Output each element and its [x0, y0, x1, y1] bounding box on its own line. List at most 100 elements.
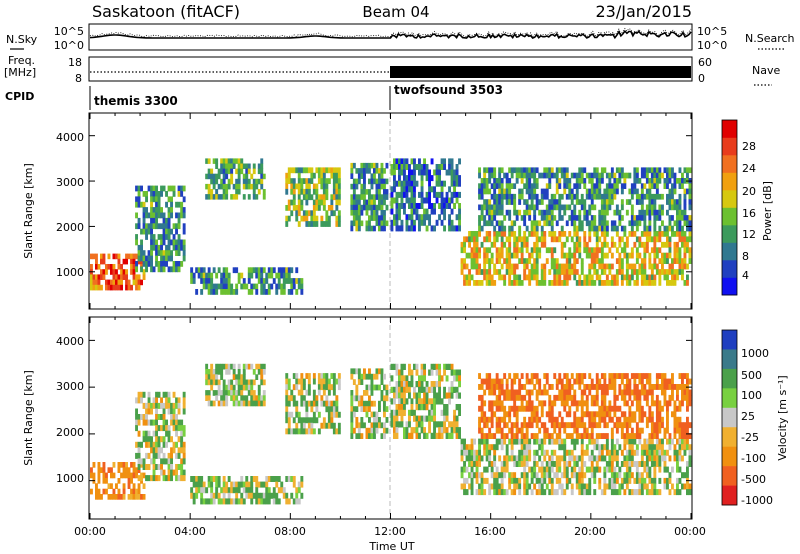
power-cell-early-arc — [170, 255, 173, 262]
power-cell-early-arc — [182, 244, 186, 251]
power-cell-early-arc — [167, 255, 171, 262]
power-cell-mid-high-1 — [255, 183, 259, 190]
velocity-cell-dawn-high — [500, 400, 504, 407]
velocity-cell-early-dayside — [142, 472, 146, 479]
power-cell-mid-high-1 — [257, 189, 261, 195]
power-cell-dawn-band — [515, 280, 519, 286]
velocity-cell-dawn-band — [613, 449, 617, 456]
power-cell-dawn-band — [671, 263, 674, 270]
velocity-cell-dawn-high — [478, 422, 481, 429]
velocity-cell-dawn-high — [681, 378, 684, 385]
power-cell-dawn-high — [493, 209, 497, 216]
velocity-cell-post-midnight — [398, 392, 401, 399]
velocity-cell-dawn-high — [530, 405, 534, 412]
velocity-cell-dawn-high — [515, 416, 519, 423]
power-cell-dawn-high — [681, 209, 684, 216]
velocity-cell-dawn-band — [543, 489, 547, 496]
power-cell-dawn-high — [605, 183, 609, 189]
power-cell-post-midnight — [408, 186, 411, 193]
power-cell-early-dayside — [117, 258, 121, 265]
power-cell-dawn-high — [671, 199, 674, 205]
velocity-cell-dawn-band — [643, 461, 647, 467]
velocity-cell-early-arc — [177, 436, 181, 443]
velocity-cell-dawn-high — [628, 422, 632, 429]
velocity-cell-mid-band — [292, 476, 296, 482]
power-cell-mid-high-1 — [232, 158, 236, 164]
power-cell-early-arc — [140, 255, 143, 262]
power-cell-early-arc — [167, 217, 171, 224]
velocity-cell-pre-midnight — [355, 368, 359, 375]
power-cell-dawn-band — [610, 280, 614, 286]
velocity-cell-pre-midnight — [355, 422, 359, 429]
velocity-cell-pre-midnight — [370, 433, 374, 439]
velocity-cell-dawn-high — [570, 384, 574, 390]
power-cell-mid-high-2 — [297, 205, 301, 211]
power-cell-mid-high-1 — [260, 168, 264, 175]
velocity-cell-mid-high-2 — [285, 373, 289, 379]
power-cell-post-midnight — [443, 158, 446, 165]
power-cell-dawn-high — [615, 178, 619, 184]
velocity-cell-early-arc — [150, 475, 153, 482]
velocity-cell-dawn-band — [580, 438, 584, 445]
power-cell-dawn-high — [495, 183, 499, 189]
power-cell-mid-high-1 — [260, 163, 264, 169]
power-cell-post-midnight — [450, 197, 454, 204]
velocity-cell-dawn-high — [570, 433, 574, 439]
velocity-cell-post-midnight — [423, 432, 426, 439]
power-cell-mid-band — [225, 278, 229, 284]
power-cell-dawn-high — [588, 204, 592, 211]
velocity-cell-early-arc — [165, 475, 168, 482]
power-cell-dawn-band — [640, 263, 644, 270]
power-cell-post-midnight — [418, 169, 421, 176]
velocity-cell-early-arc — [165, 441, 168, 448]
power-cell-dawn-band — [565, 236, 569, 243]
power-cell-post-midnight — [435, 197, 439, 204]
velocity-cell-dawn-band — [623, 477, 627, 484]
power-cell-post-midnight — [398, 203, 401, 209]
velocity-cell-dawn-band — [610, 444, 614, 451]
power-cell-post-midnight — [448, 158, 451, 165]
power-cell-mid-band — [210, 283, 214, 290]
power-cell-dawn-band — [676, 269, 679, 275]
power-cell-early-arc — [167, 223, 171, 230]
velocity-cell-dawn-band — [538, 483, 542, 490]
power-cell-early-arc — [165, 223, 168, 230]
power-cell-early-dayside — [102, 274, 106, 280]
power-cell-mid-band — [225, 267, 229, 274]
velocity-cell-dawn-band — [470, 477, 474, 484]
xtick-2400: 00:00 — [674, 525, 706, 538]
velocity-cell-early-arc — [135, 419, 138, 426]
velocity-cell-dawn-band — [488, 455, 492, 462]
velocity-cell-dawn-band — [625, 438, 629, 445]
power-cell-dawn-high — [545, 220, 549, 227]
power-cell-pre-midnight — [360, 194, 364, 200]
power-cell-post-midnight — [428, 169, 431, 176]
velocity-cell-early-arc — [157, 475, 161, 482]
power-cell-dawn-high — [545, 167, 549, 174]
power-cell-post-midnight — [425, 225, 429, 232]
velocity-cell-dawn-band — [661, 444, 664, 451]
velocity-cell-dawn-band — [666, 438, 669, 445]
power-cell-dawn-high — [578, 215, 582, 221]
power-cell-mid-band — [280, 289, 284, 295]
power-cell-dawn-high — [498, 199, 502, 205]
power-cell-dawn-band — [678, 252, 682, 259]
power-cell-dawn-band — [485, 252, 489, 259]
velocity-cell-dawn-high — [688, 389, 692, 396]
power-cell-dawn-high — [485, 183, 489, 189]
power-cell-dawn-high — [653, 183, 657, 189]
power-cell-early-dayside — [132, 258, 136, 265]
power-cell-post-midnight — [420, 219, 424, 226]
velocity-cell-pre-midnight — [385, 384, 389, 391]
power-cell-dawn-band — [533, 263, 537, 270]
velocity-cell-dawn-band — [640, 483, 644, 490]
velocity-cell-dawn-high — [628, 405, 632, 412]
velocity-cell-mid-band — [292, 498, 296, 505]
velocity-cell-mid-high-2 — [300, 422, 304, 429]
velocity-cell-early-arc — [145, 464, 148, 470]
power-cell-dawn-band — [553, 269, 557, 275]
power-cell-dawn-high — [548, 215, 552, 221]
velocity-cell-mid-high-2 — [330, 411, 334, 418]
power-cell-dawn-band — [578, 247, 582, 254]
power-cell-mid-band — [212, 289, 216, 295]
